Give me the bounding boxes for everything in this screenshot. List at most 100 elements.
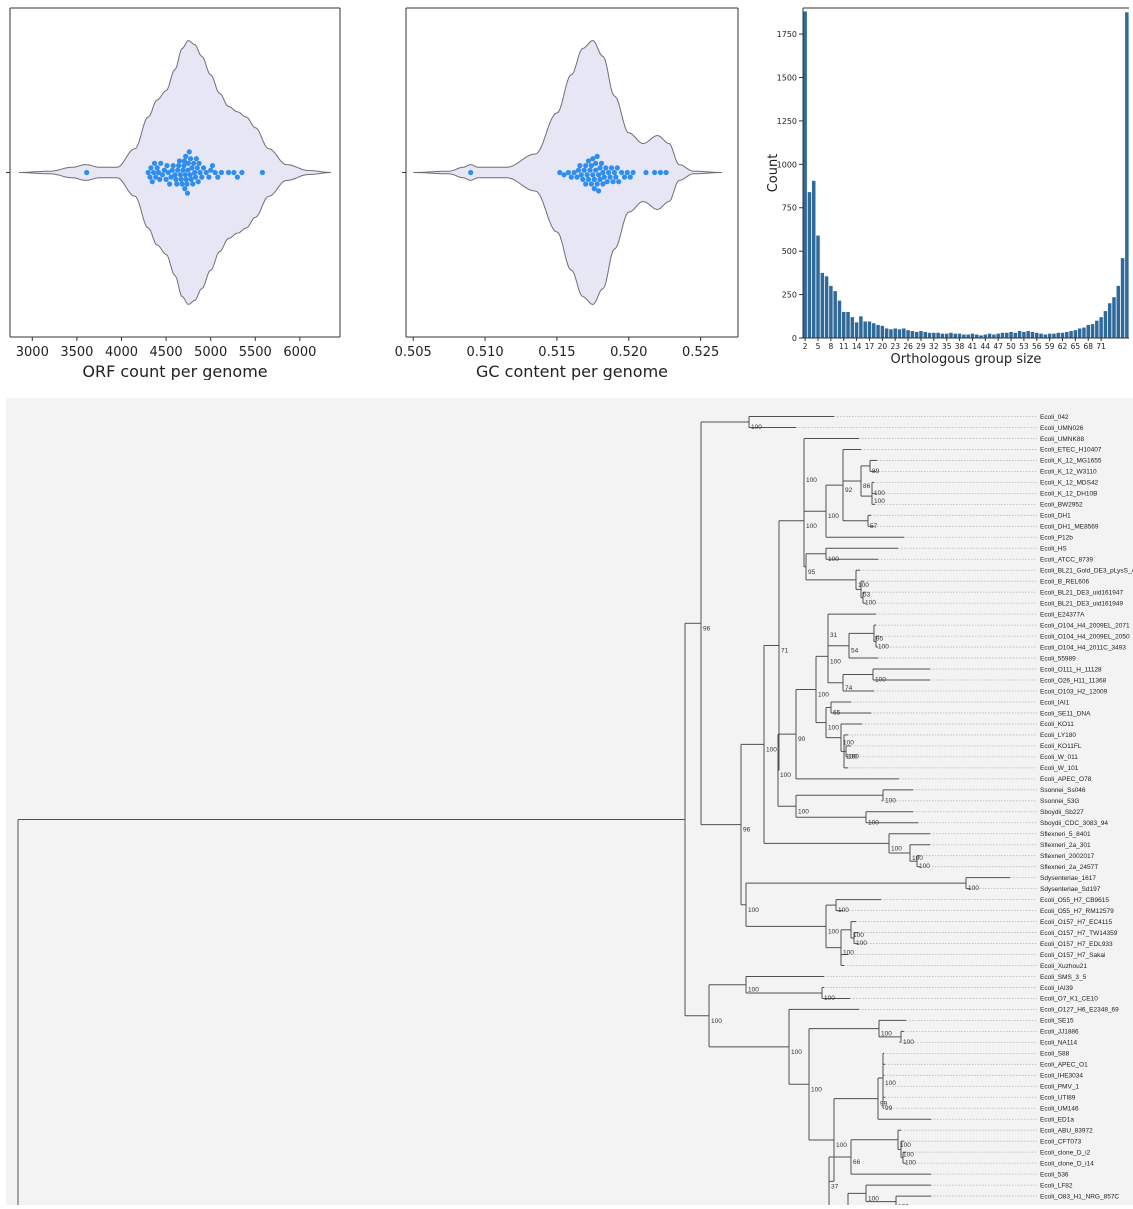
bootstrap-support-label: 100 <box>836 1142 847 1149</box>
bootstrap-support-label: 90 <box>798 736 806 743</box>
hist-x-tick-label: 47 <box>993 342 1003 351</box>
gc-data-point <box>616 179 622 185</box>
bootstrap-support-label: 100 <box>868 1195 879 1202</box>
histogram-bar <box>1073 330 1078 338</box>
tree-tip-label: Ecoli_O157_H7_TW14359 <box>1040 930 1118 937</box>
tree-tip-label: Sflexneri_2002017 <box>1040 853 1095 860</box>
hist-x-tick-label: 71 <box>1096 342 1106 351</box>
bootstrap-support-label: 100 <box>858 582 869 589</box>
gc-data-point <box>587 167 593 173</box>
hist-x-tick-label: 8 <box>828 342 833 351</box>
gc-data-point <box>583 181 589 187</box>
tree-tip-label: Ecoli_NA114 <box>1040 1040 1077 1047</box>
gc-data-point <box>594 153 600 159</box>
bootstrap-support-label: 100 <box>748 987 759 994</box>
orf-data-point <box>206 174 212 180</box>
bootstrap-support-label: 100 <box>751 424 762 431</box>
bootstrap-support-label: 100 <box>798 808 809 815</box>
bootstrap-support-label: 89 <box>872 468 880 475</box>
gc-data-point <box>611 169 617 176</box>
histogram-bar <box>957 333 962 338</box>
hist-x-tick-label: 5 <box>816 342 821 351</box>
orf-data-point <box>164 163 170 169</box>
tree-tip-label: Ecoli_O157_H7_EDL933 <box>1040 941 1113 948</box>
gc-data-point <box>581 167 587 173</box>
tree-tip-label: Ecoli_BW2952 <box>1040 502 1083 509</box>
orf-data-point <box>239 169 245 176</box>
orf-data-point <box>175 167 181 173</box>
bootstrap-support-label: 100 <box>843 950 854 957</box>
gc-data-point <box>607 174 613 180</box>
gc-data-point <box>600 169 606 176</box>
tree-tip-label: Ecoli_E24377A <box>1040 611 1085 618</box>
tree-tip-label: Ecoli_SE15 <box>1040 1018 1074 1025</box>
histogram-bar <box>846 311 850 338</box>
tree-tip-label: Ecoli_clone_D_i14 <box>1040 1160 1094 1167</box>
hist-x-tick-label: 29 <box>916 342 926 351</box>
hist-x-tick-label: 41 <box>968 342 978 351</box>
bootstrap-support-label: 92 <box>845 487 853 494</box>
tree-tip-label: Ecoli_O26_H11_11368 <box>1040 677 1107 684</box>
tree-tip-label: Ecoli_O55_H7_RM12579 <box>1040 908 1114 915</box>
gc-data-point <box>571 169 577 176</box>
gc-data-point <box>610 179 616 185</box>
orf-data-point <box>174 181 180 187</box>
bootstrap-support-label: 100 <box>811 1086 822 1093</box>
gc-data-point <box>585 176 592 182</box>
bootstrap-support-label: 100 <box>806 477 817 484</box>
tree-tip-label: Ssonnei_Ss046 <box>1040 787 1086 794</box>
orf-data-point <box>190 181 196 187</box>
orf-data-point <box>165 169 171 176</box>
orf-data-point <box>185 160 191 166</box>
histogram-bar <box>876 324 880 338</box>
histogram-bar <box>889 329 893 338</box>
bootstrap-support-label: 71 <box>781 648 789 655</box>
orf-data-point <box>151 160 158 166</box>
histogram-bar <box>1086 324 1090 338</box>
hist-x-tick-label: 20 <box>878 342 888 351</box>
orf-violin-svg: 3000 3500 4000 4500 5000 5500 6000 ORF count pe… <box>6 7 341 381</box>
bootstrap-support-label: 100 <box>856 940 867 947</box>
bootstrap-support-label: 100 <box>875 677 886 684</box>
orf-data-point <box>259 169 265 176</box>
orf-data-point <box>163 176 169 182</box>
orf-data-point <box>225 169 232 176</box>
hist-y-tick-label: 750 <box>782 204 797 213</box>
bootstrap-support-label: 100 <box>912 855 923 862</box>
orf-data-point <box>172 172 178 178</box>
histogram-bar <box>811 180 816 338</box>
gc-data-point <box>608 165 615 171</box>
orf-data-point <box>187 172 193 178</box>
gc-data-point <box>568 174 574 180</box>
orf-data-point <box>195 179 201 185</box>
gc-data-point <box>643 169 649 176</box>
orf-data-point <box>188 176 194 182</box>
hist-x-tick-label: 17 <box>865 342 875 351</box>
orf-data-point <box>184 190 191 196</box>
orf-data-point <box>157 176 163 182</box>
histogram-bar <box>816 235 820 338</box>
tree-tip-label: Sflexneri_2a_2457T <box>1040 864 1098 871</box>
tree-tip-label: Sdysenteriae_1617 <box>1040 875 1096 882</box>
histogram-bar <box>919 331 923 338</box>
orf-data-point <box>209 163 216 169</box>
hist-y-tick-label: 1000 <box>777 160 797 169</box>
gc-data-point <box>630 169 636 176</box>
orf-data-point <box>199 174 205 180</box>
tree-tip-label: Ecoli_042 <box>1040 414 1069 421</box>
histogram-bar <box>1125 12 1129 339</box>
tree-tip-label: Ecoli_O157_H7_Sakai <box>1040 952 1105 959</box>
tree-tip-label: Ecoli_O104_H4_2011C_3493 <box>1040 644 1126 651</box>
histogram-bar <box>1035 332 1039 338</box>
orf-data-point <box>183 153 189 159</box>
hist-x-tick-label: 23 <box>890 342 900 351</box>
bootstrap-support-label: 100 <box>828 928 839 935</box>
tree-tip-label: Ecoli_KO11 <box>1040 721 1074 728</box>
bootstrap-support-label: 96 <box>743 827 751 834</box>
bootstrap-support-label: 100 <box>828 725 839 732</box>
tree-tip-label: Ecoli_LY180 <box>1040 732 1076 739</box>
orf-data-point <box>183 176 189 182</box>
tree-tip-label: Ecoli_S88 <box>1040 1051 1070 1058</box>
bootstrap-support-label: 100 <box>838 907 849 914</box>
gc-x-tick-label: 0.505 <box>395 345 432 360</box>
